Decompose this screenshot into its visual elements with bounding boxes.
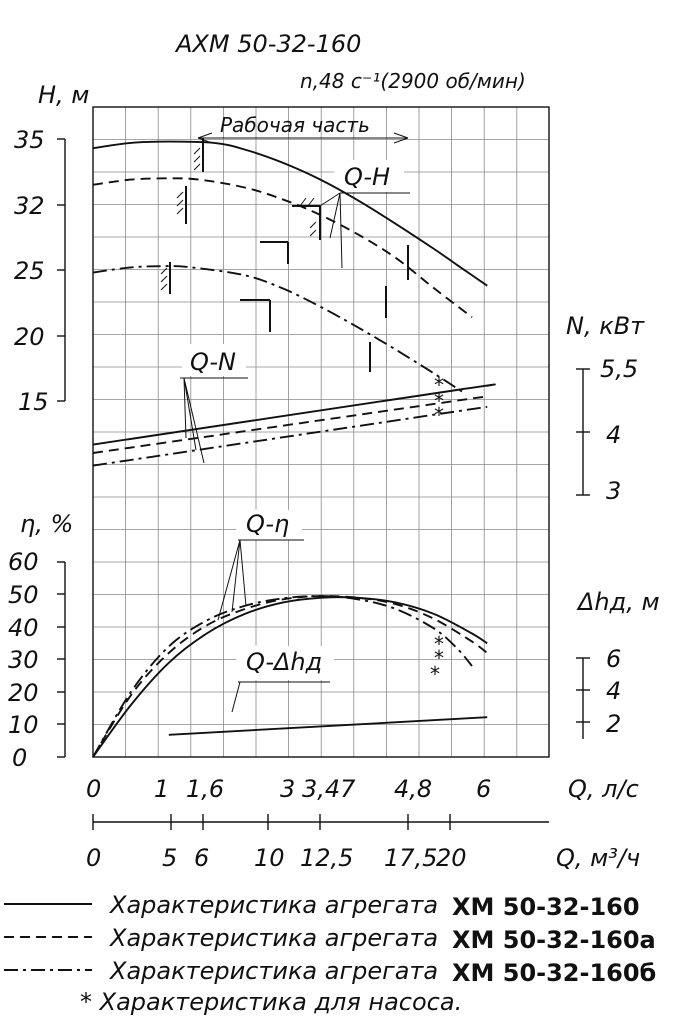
npsh-axis: Δhд, м 6 4 2 (576, 588, 660, 739)
range-marks (160, 138, 409, 372)
chart-title: АХМ 50-32-160 (174, 30, 361, 58)
x2-tick-label: 6 (194, 844, 209, 872)
asterisk: * (434, 646, 444, 670)
legend: Характеристика агрегата ХМ 50-32-160 Хар… (4, 891, 656, 1016)
asterisk: * (434, 373, 444, 397)
legend-model: ХМ 50-32-160б (452, 959, 656, 987)
x-axis-ls: 0 1 1,6 3 3,47 4,8 6 Q, л/с (86, 775, 639, 803)
npsh-axis-label: Δhд, м (576, 588, 660, 616)
plot-frame (92, 106, 550, 758)
head-tick-label: 35 (14, 126, 45, 154)
legend-text: Характеристика агрегата (108, 957, 438, 985)
qdh-label-group: Q-Δhд (231, 646, 334, 713)
x-axis-ls-label: Q, л/с (568, 775, 639, 803)
legend-model: ХМ 50-32-160а (452, 926, 656, 954)
grid (93, 107, 549, 757)
x-tick-label: 0 (86, 775, 101, 803)
efficiency-tick-label: 40 (8, 614, 39, 642)
x2-tick-label: 10 (254, 844, 285, 872)
x-tick-label: 1,6 (186, 775, 224, 803)
qn-label: Q-N (190, 348, 236, 376)
head-axis: H, м 35 32 25 20 15 (14, 81, 89, 416)
asterisks: * * * * * * (430, 373, 444, 686)
x2-tick-label: 17,5 (384, 844, 437, 872)
qn-curve-solid (92, 383, 496, 446)
qn-curve-dashed (92, 395, 488, 454)
legend-text: Характеристика агрегата (108, 891, 438, 919)
x2-tick-label: 5 (162, 844, 177, 872)
npsh-tick-label: 4 (606, 677, 621, 705)
asterisk: * (434, 632, 444, 656)
efficiency-tick-label: 20 (8, 679, 39, 707)
qn-label-group: Q-N (180, 344, 248, 464)
power-tick-label: 3 (606, 477, 621, 505)
x-tick-label: 4,8 (394, 775, 432, 803)
qeta-curve-dashdot (92, 595, 473, 758)
working-range-label: Рабочая часть (220, 113, 370, 137)
qh-curve-solid (92, 140, 488, 287)
head-tick-label: 20 (14, 323, 45, 351)
legend-model: ХМ 50-32-160 (452, 893, 640, 921)
qh-label-group: Q-H (319, 160, 410, 269)
x-tick-label: 6 (476, 775, 491, 803)
asterisk: * (434, 403, 444, 427)
power-tick-label: 5,5 (600, 355, 638, 383)
x-axis-m3h-label: Q, м³/ч (556, 844, 640, 872)
head-tick-label: 32 (14, 192, 45, 220)
npsh-tick-label: 6 (606, 645, 621, 673)
efficiency-tick-label: 10 (8, 711, 39, 739)
qh-curve-dashed (92, 177, 473, 318)
qeta-curve-solid (92, 596, 488, 758)
head-tick-label: 25 (14, 257, 45, 285)
curves (92, 140, 496, 758)
footnote: * Характеристика для насоса. (80, 988, 462, 1016)
qeta-label-group: Q-η (217, 510, 304, 621)
efficiency-tick-label: 30 (8, 646, 39, 674)
power-axis: N, кВт 5,5 4 3 (566, 312, 645, 505)
qh-label: Q-H (344, 163, 390, 191)
x-axis-m3h: 0 5 6 10 12,5 17,5 20 Q, м³/ч (86, 814, 640, 872)
working-range: Рабочая часть (197, 113, 409, 144)
chart-subtitle: n,48 с⁻¹(2900 об/мин) (300, 69, 526, 93)
efficiency-axis-label: η, % (20, 510, 73, 538)
qdh-label: Q-Δhд (246, 648, 322, 676)
efficiency-axis: η, % 60 50 40 30 20 10 0 (8, 510, 73, 772)
legend-text: Характеристика агрегата (108, 924, 438, 952)
efficiency-tick-label: 60 (8, 548, 39, 576)
x-tick-label: 3,47 (302, 775, 356, 803)
qdh-curve (168, 716, 488, 736)
x2-tick-label: 0 (86, 844, 101, 872)
power-axis-label: N, кВт (566, 312, 645, 340)
head-axis-label: H, м (38, 81, 89, 109)
x-tick-label: 1 (154, 775, 169, 803)
x2-tick-label: 20 (436, 844, 467, 872)
qn-curve-dashdot (92, 405, 488, 467)
asterisk: * (430, 662, 440, 686)
efficiency-tick-label: 0 (12, 744, 27, 772)
x-tick-label: 3 (280, 775, 295, 803)
efficiency-tick-label: 50 (8, 581, 39, 609)
x2-tick-label: 12,5 (300, 844, 353, 872)
npsh-tick-label: 2 (606, 710, 621, 738)
qeta-label: Q-η (246, 510, 289, 538)
head-tick-label: 15 (18, 388, 49, 416)
qh-curve-dashdot (92, 265, 465, 394)
asterisk: * (434, 389, 444, 413)
power-tick-label: 4 (606, 421, 621, 449)
